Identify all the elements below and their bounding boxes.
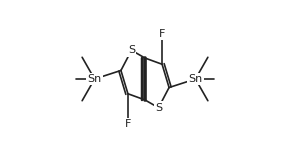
Text: Sn: Sn <box>87 74 102 84</box>
Text: F: F <box>159 29 165 39</box>
Text: S: S <box>128 45 135 55</box>
Text: Sn: Sn <box>188 74 203 84</box>
Text: S: S <box>155 103 162 113</box>
Text: F: F <box>125 119 131 129</box>
